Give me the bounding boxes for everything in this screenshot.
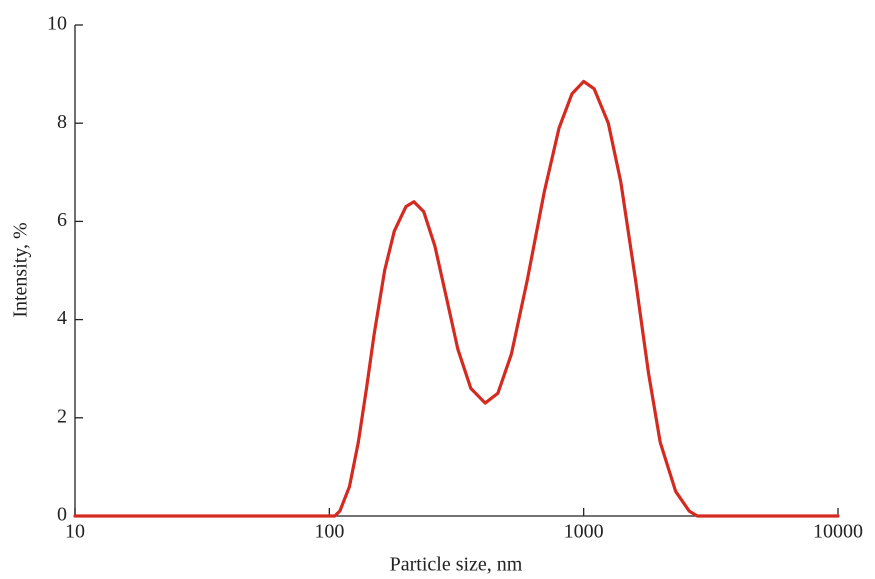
data-line <box>73 79 840 518</box>
x-tick-label: 1000 <box>564 521 604 543</box>
y-tick-label: 0 <box>57 504 67 526</box>
x-axis-label: Particle size, nm <box>390 554 523 576</box>
y-tick-label: 10 <box>47 13 67 35</box>
y-tick-label: 8 <box>57 111 67 133</box>
y-tick-label: 6 <box>57 209 67 231</box>
y-tick-label: 4 <box>57 307 67 329</box>
x-tick-label: 100 <box>314 521 344 543</box>
y-tick-label: 2 <box>57 405 67 427</box>
x-tick-label: 10000 <box>813 521 863 543</box>
x-tick-label: 10 <box>65 521 85 543</box>
y-axis-label: Intensity, % <box>10 222 32 317</box>
